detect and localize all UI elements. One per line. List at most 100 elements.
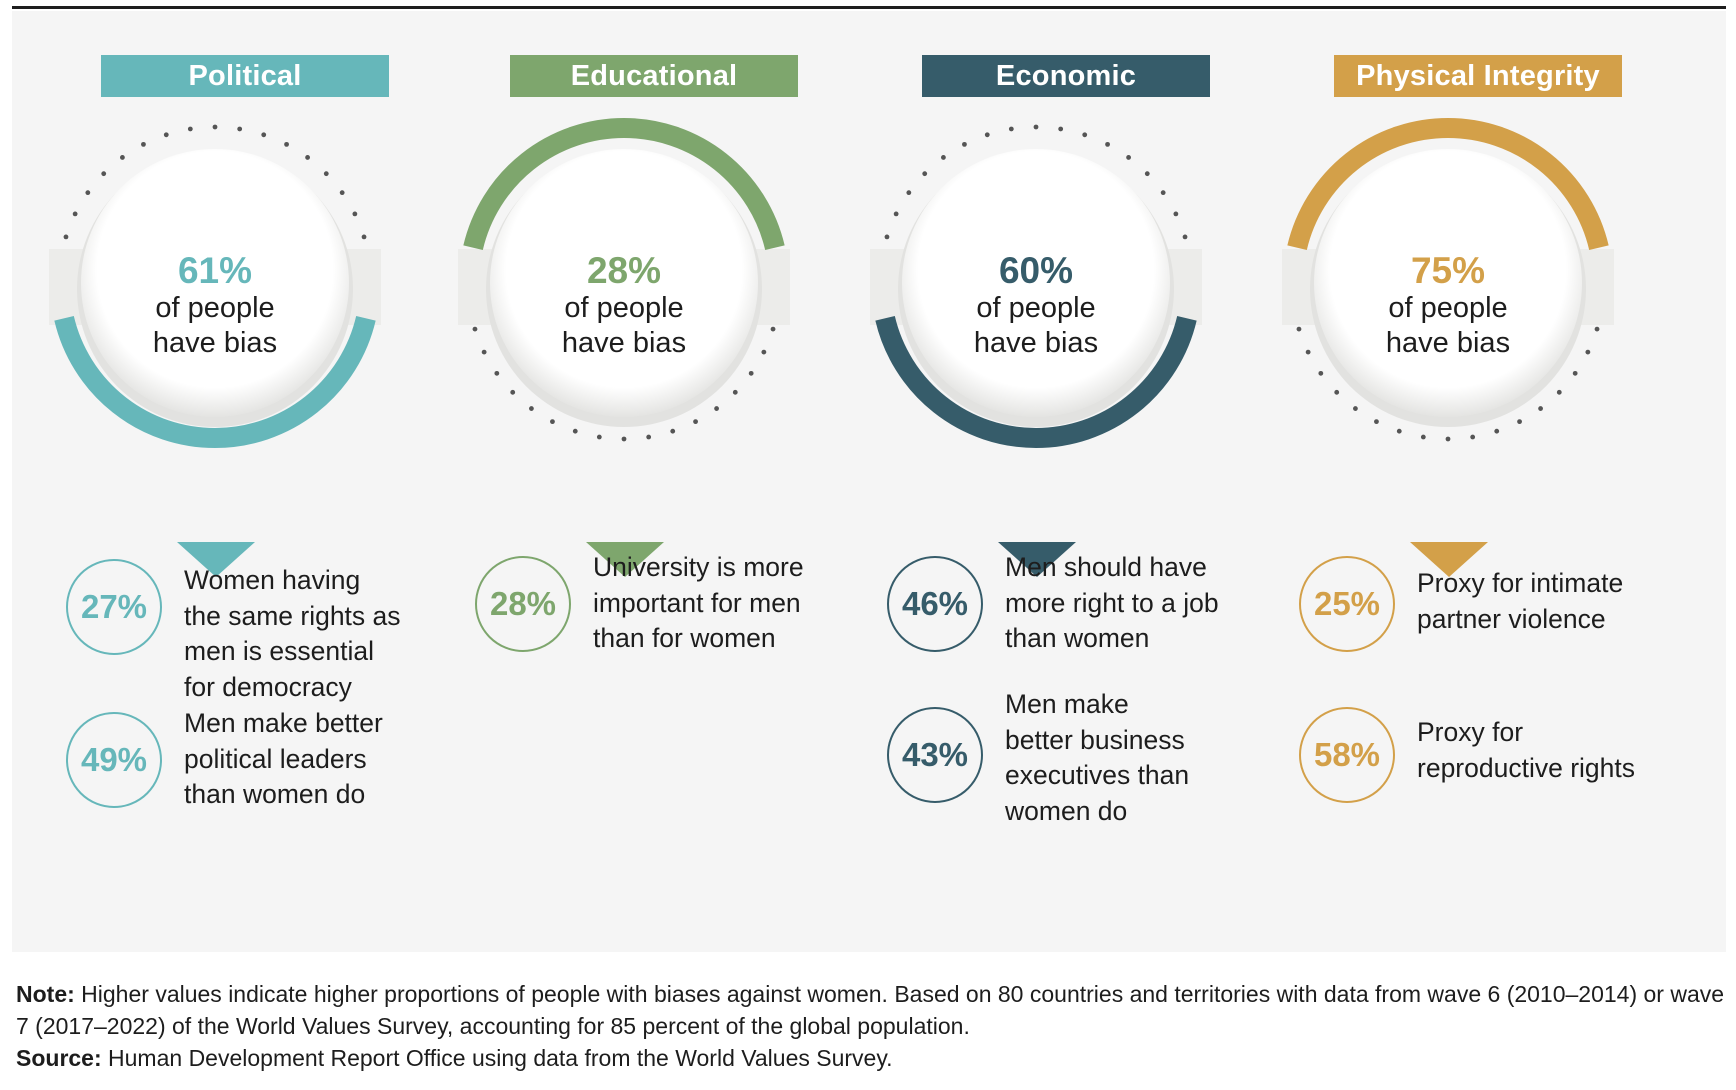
item-text-line: political leaders — [184, 743, 367, 774]
ring-dot — [187, 126, 193, 132]
ring-dot — [941, 155, 946, 160]
headline-percent: 75% — [1410, 250, 1486, 291]
ring-dot — [906, 190, 912, 196]
item-description: Women having the same rights as men is e… — [184, 563, 454, 705]
ring-dot — [748, 370, 754, 376]
headline-label-line1: of people — [564, 292, 684, 324]
down-arrow-icon — [586, 542, 664, 577]
headline-label-line2: have bias — [1385, 327, 1511, 359]
center-disc — [1314, 149, 1582, 417]
ring-dot — [1182, 234, 1188, 240]
source-text: Human Development Report Office using da… — [101, 1045, 893, 1071]
ring-dot — [85, 190, 91, 196]
ring-dot — [1160, 190, 1166, 196]
ring-dot — [1556, 389, 1562, 395]
source-line: Source: Human Development Report Office … — [16, 1042, 1728, 1074]
ring-dot — [1517, 419, 1522, 425]
ring-graphic — [870, 124, 1202, 448]
item-text-line: than women do — [184, 779, 366, 809]
ring-dot — [670, 428, 676, 434]
ring-dot — [472, 326, 478, 332]
ring-dot — [352, 211, 358, 217]
item-percent-circle: 46% — [887, 556, 983, 652]
down-arrow-icon — [1410, 542, 1488, 577]
headline-label-line1: of people — [976, 292, 1096, 324]
ring-dot — [770, 326, 776, 332]
item-text-line: important for men — [593, 587, 801, 618]
ring-dot — [212, 124, 218, 130]
ring-dot — [1173, 211, 1179, 217]
item-description: Men make better business executives than… — [1005, 687, 1275, 829]
ring-dot — [1334, 389, 1340, 395]
category-header: Physical Integrity — [1334, 55, 1622, 97]
item-text-line: executives than — [1005, 760, 1190, 790]
column-physical-integrity: Physical Integrity 75% of people have bi… — [1242, 11, 1654, 952]
ring-graphic — [1282, 118, 1614, 442]
item-description: University is more important for men tha… — [593, 550, 863, 657]
center-disc — [81, 149, 349, 417]
ring-dot — [646, 434, 652, 440]
ring-dot — [481, 349, 487, 355]
item-text-line: Men make better — [184, 708, 383, 738]
ring-dot — [1585, 349, 1591, 355]
category-header: Economic — [922, 55, 1210, 97]
ring-dot — [572, 428, 578, 434]
down-arrow-icon — [177, 542, 255, 577]
ring-dot — [339, 190, 345, 196]
item-percent-circle: 25% — [1299, 556, 1395, 652]
item-percent-circle: 27% — [66, 559, 162, 655]
ring-dot — [72, 211, 78, 217]
bias-arc — [875, 316, 1197, 448]
item-percent-circle: 28% — [475, 556, 571, 652]
headline-label-line2: have bias — [152, 327, 278, 359]
ring-dot — [120, 155, 125, 160]
item-text-line: women do — [1005, 795, 1128, 826]
ring-dot — [1082, 132, 1088, 138]
ring-dot — [550, 419, 555, 425]
item-description: Proxy for intimate partner violence — [1417, 566, 1687, 637]
item-text-line: partner violence — [1417, 603, 1606, 634]
category-header: Educational — [510, 55, 798, 97]
ring-dot — [1008, 126, 1014, 132]
column-economic: Economic 60% of people have bias 46% Men… — [830, 11, 1242, 952]
ring-dot — [1105, 141, 1110, 147]
ring-dot — [1058, 126, 1064, 132]
ring-dot — [693, 419, 698, 425]
item-percent-circle: 43% — [887, 707, 983, 803]
ring-dot — [1353, 406, 1358, 411]
top-rule — [12, 6, 1726, 9]
ring-dot — [261, 132, 267, 138]
headline-percent: 28% — [586, 250, 662, 291]
ring-dot — [163, 132, 169, 138]
category-header: Political — [101, 55, 389, 97]
item-text-line: Men should have — [1005, 552, 1207, 582]
ring-dot — [1594, 326, 1600, 332]
ring-dot — [1296, 326, 1302, 332]
ring-dot — [63, 234, 69, 240]
headline-stat: 60% of people have bias — [936, 251, 1136, 361]
ring-dot — [1538, 406, 1543, 411]
ring-dot — [141, 141, 146, 147]
ring-dot — [494, 370, 500, 376]
ring-dot — [1374, 419, 1379, 425]
ring-dot — [732, 389, 738, 395]
ring-dot — [1494, 428, 1500, 434]
ring-dot — [1396, 428, 1402, 434]
ring-dot — [1470, 434, 1476, 440]
ring-dot — [1445, 436, 1451, 442]
headline-label-line1: of people — [1388, 292, 1508, 324]
figure-notes: Note: Higher values indicate higher prop… — [16, 978, 1728, 1074]
headline-stat: 75% of people have bias — [1348, 251, 1548, 361]
note-label: Note: — [16, 981, 75, 1007]
center-disc — [902, 149, 1170, 417]
source-label: Source: — [16, 1045, 102, 1071]
item-text-line: Women having — [184, 565, 361, 595]
ring-dot — [305, 155, 310, 160]
ring-dot — [1572, 370, 1578, 376]
ring-dot — [510, 389, 516, 395]
item-text-line: reproductive rights — [1417, 752, 1635, 783]
down-arrow-icon — [998, 542, 1076, 577]
ring-dot — [893, 211, 899, 217]
bias-arc — [463, 118, 785, 250]
ring-dot — [361, 234, 367, 240]
